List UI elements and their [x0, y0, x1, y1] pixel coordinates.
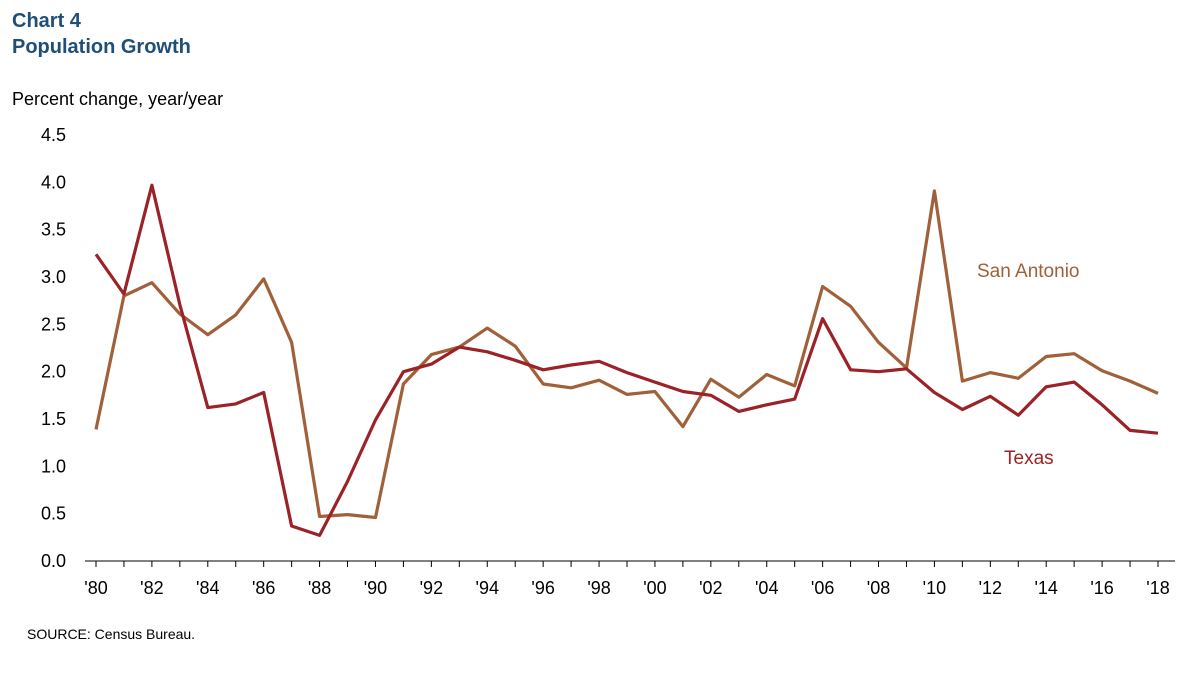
x-tick-label: '88 [308, 578, 331, 598]
chart-number: Chart 4 [12, 10, 81, 32]
x-tick-label: '98 [587, 578, 610, 598]
series-label-texas: Texas [1004, 448, 1054, 469]
y-tick-label: 2.5 [41, 314, 66, 334]
x-tick-label: '14 [1034, 578, 1057, 598]
x-tick-label: '86 [252, 578, 275, 598]
y-tick-label: 2.0 [41, 362, 66, 382]
y-tick-label: 3.0 [41, 267, 66, 287]
x-tick-label: '02 [699, 578, 722, 598]
x-tick-label: '84 [196, 578, 219, 598]
y-tick-label: 4.0 [41, 172, 66, 192]
x-tick-label: '12 [979, 578, 1002, 598]
x-tick-label: '94 [476, 578, 499, 598]
series-lines [94, 183, 1159, 538]
y-axis-label: Percent change, year/year [12, 89, 224, 109]
x-tick-label: '82 [140, 578, 163, 598]
x-axis-ticks: '80 '82 '84 '86 '88 '90 '92 '94 '96 '98 '00 '02 '04 '… [84, 561, 1170, 598]
x-tick-label: '04 [755, 578, 778, 598]
y-tick-label: 1.5 [41, 409, 66, 429]
y-tick-label: 3.5 [41, 220, 66, 240]
y-tick-label: 0.0 [41, 551, 66, 571]
x-tick-label: '80 [84, 578, 107, 598]
x-tick-label: '90 [364, 578, 387, 598]
series-line-texas [94, 183, 1159, 538]
x-tick-label: '96 [531, 578, 554, 598]
x-tick-label: '00 [643, 578, 666, 598]
x-tick-label: '16 [1090, 578, 1113, 598]
chart-title: Population Growth [12, 36, 191, 58]
line-chart: 0.0 0.5 1.0 1.5 2.0 2.5 3.0 3.5 4.0 4.5 '80 '82 '84… [41, 125, 1175, 598]
x-tick-label: '10 [923, 578, 946, 598]
x-tick-label: '18 [1146, 578, 1169, 598]
y-tick-label: 4.5 [41, 125, 66, 145]
y-tick-label: 1.0 [41, 456, 66, 476]
source-note: SOURCE: Census Bureau. [27, 626, 196, 642]
y-tick-label: 0.5 [41, 504, 66, 524]
series-line-san-antonio [94, 189, 1159, 520]
x-tick-label: '06 [811, 578, 834, 598]
y-axis-ticks: 0.0 0.5 1.0 1.5 2.0 2.5 3.0 3.5 4.0 4.5 [41, 125, 66, 571]
series-label-san-antonio: San Antonio [977, 261, 1079, 282]
x-tick-label: '92 [420, 578, 443, 598]
x-tick-label: '08 [867, 578, 890, 598]
